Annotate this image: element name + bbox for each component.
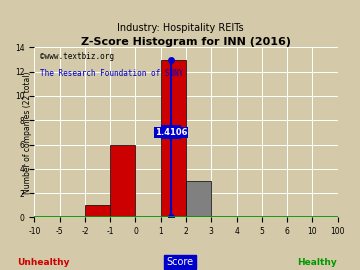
Bar — [161, 59, 186, 217]
Text: Industry: Hospitality REITs: Industry: Hospitality REITs — [117, 23, 243, 33]
Y-axis label: Number of companies (22 total): Number of companies (22 total) — [23, 71, 32, 194]
Bar — [110, 144, 135, 217]
Text: ©www.textbiz.org: ©www.textbiz.org — [40, 52, 114, 62]
Text: Score: Score — [166, 257, 194, 267]
Text: The Research Foundation of SUNY: The Research Foundation of SUNY — [40, 69, 184, 79]
Text: Healthy: Healthy — [297, 258, 337, 267]
Text: Unhealthy: Unhealthy — [17, 258, 69, 267]
Bar — [85, 205, 110, 217]
Bar — [186, 181, 211, 217]
Text: 1.4106: 1.4106 — [155, 128, 188, 137]
Title: Z-Score Histogram for INN (2016): Z-Score Histogram for INN (2016) — [81, 37, 291, 47]
